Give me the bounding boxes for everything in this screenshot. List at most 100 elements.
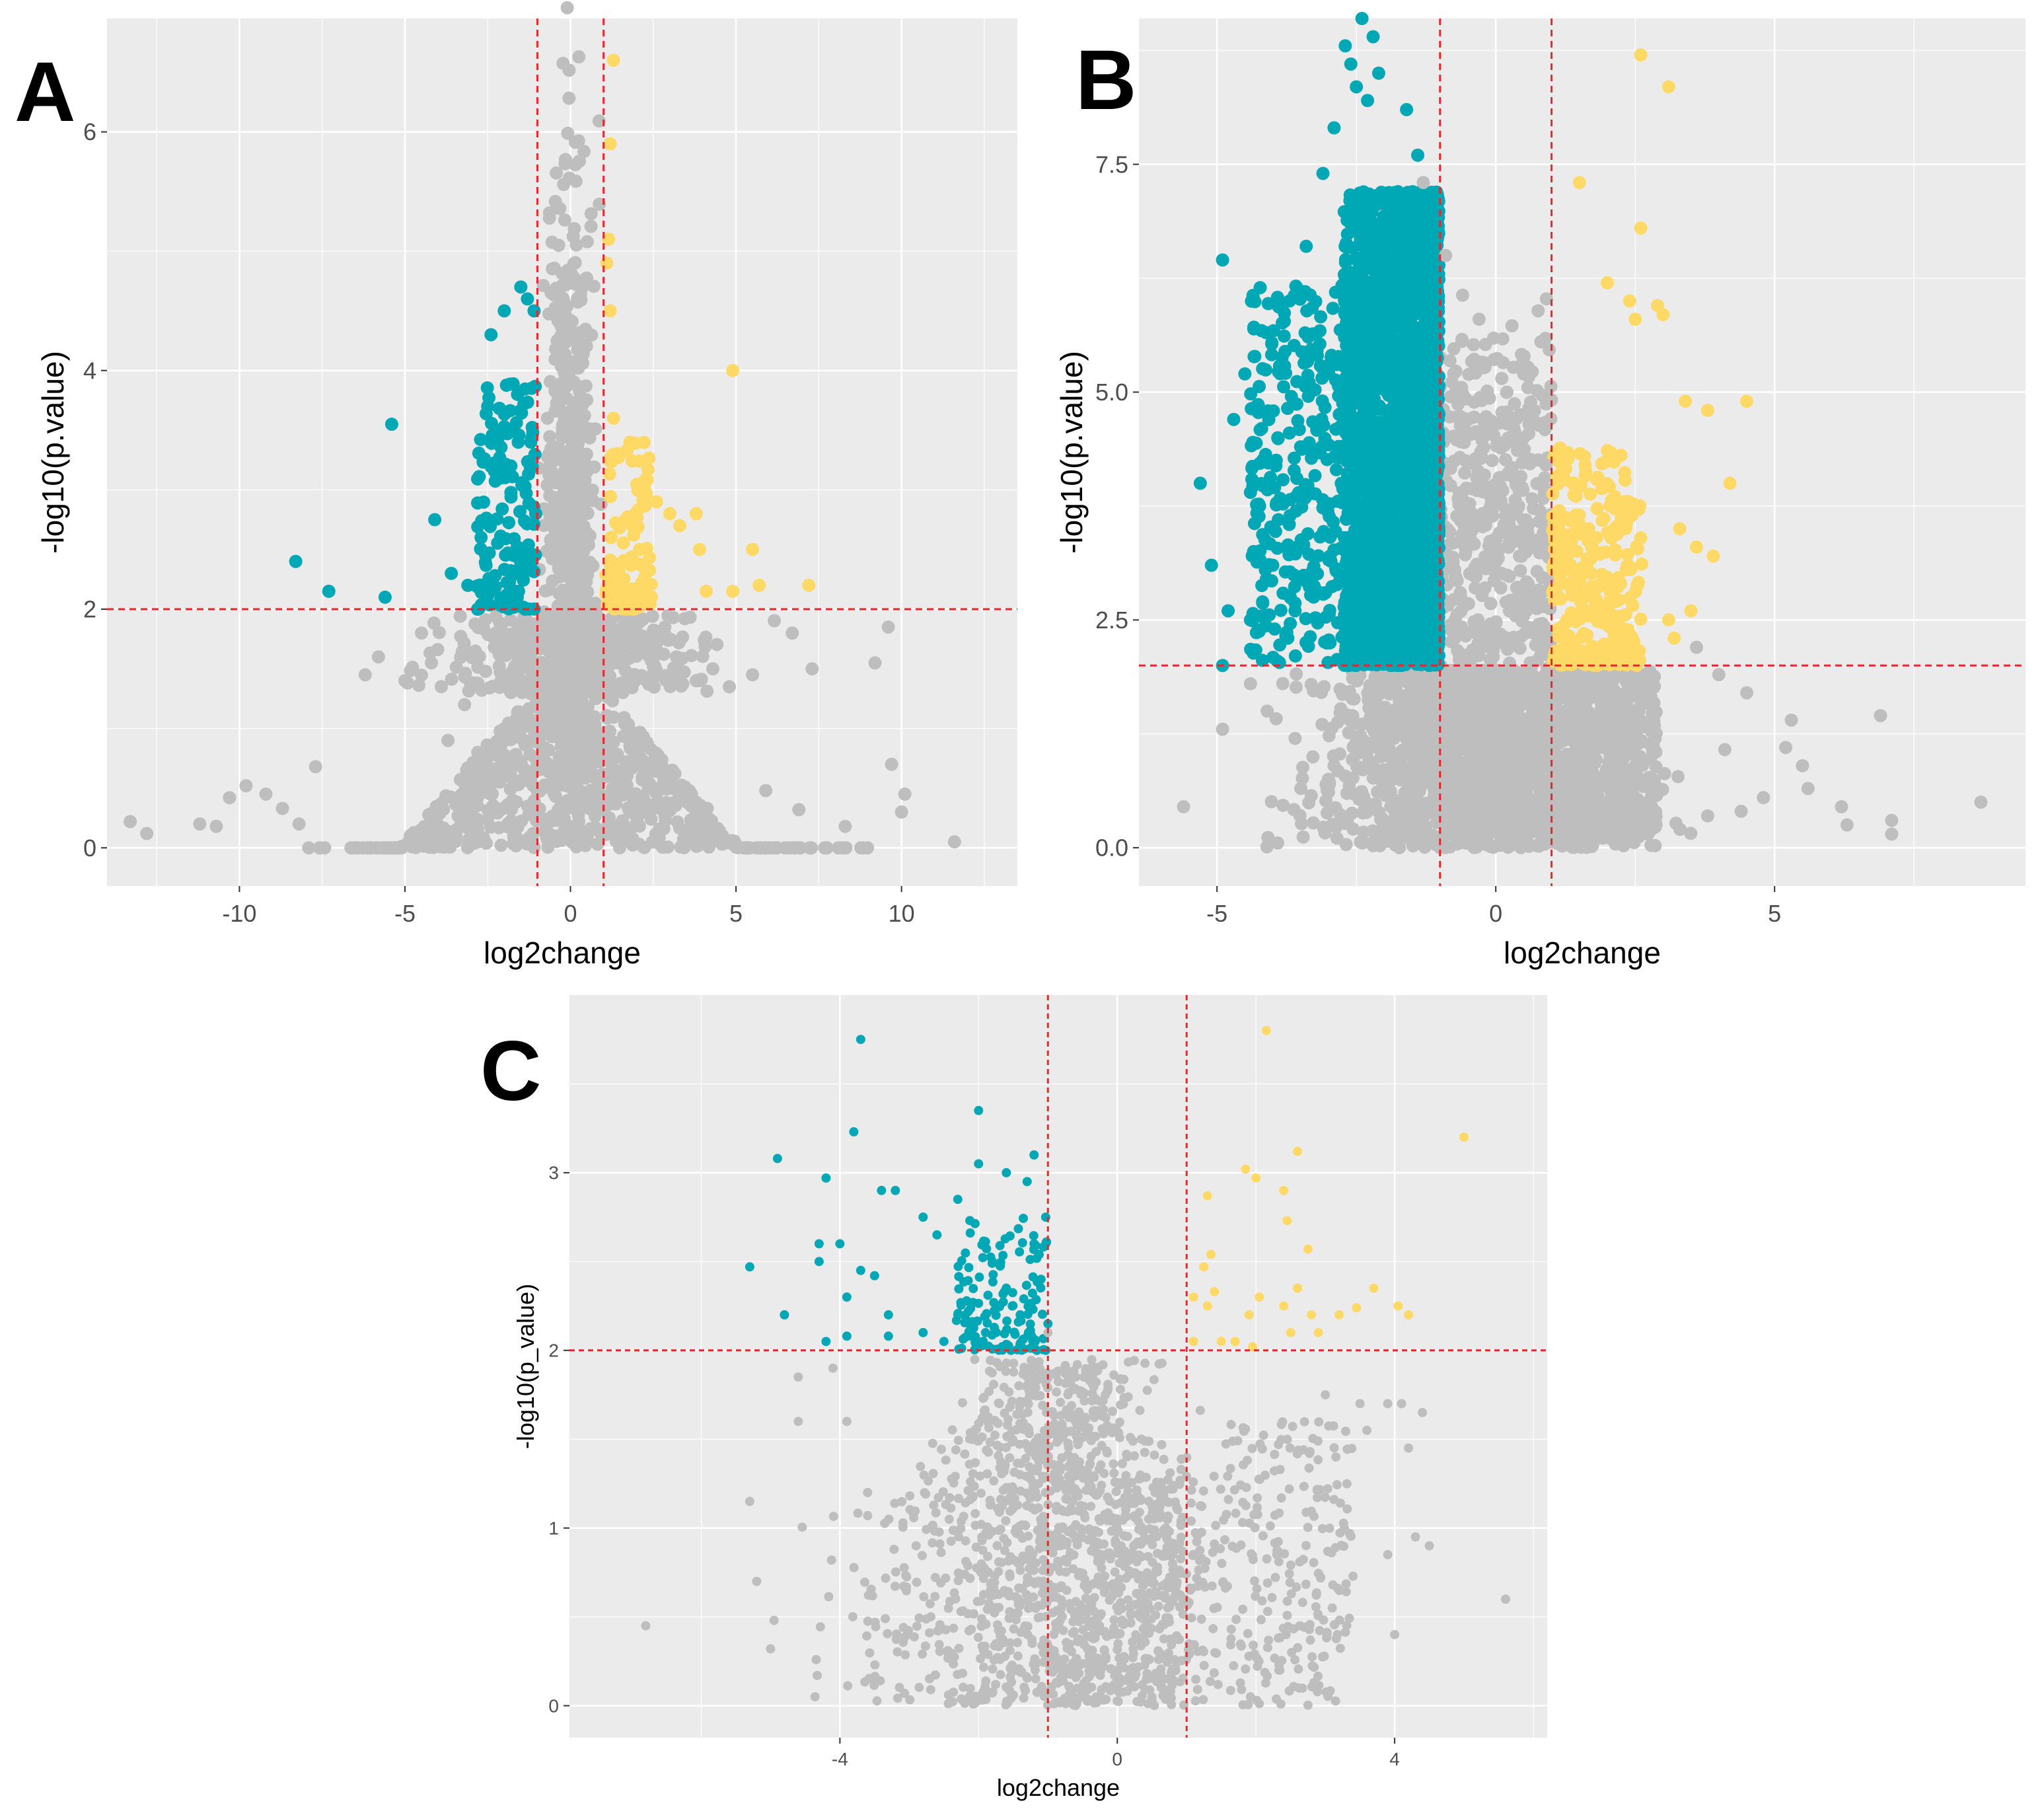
ns-point: [493, 681, 507, 694]
ns-point: [508, 681, 522, 695]
ns-point: [490, 806, 504, 820]
ns-point: [1485, 454, 1499, 468]
ns-point: [1484, 617, 1498, 631]
ns-point: [371, 650, 385, 664]
ns-point: [1502, 536, 1516, 550]
ns-point: [632, 819, 646, 833]
x-tick-label: 10: [889, 900, 915, 927]
up-point: [625, 454, 639, 468]
ns-point: [1317, 680, 1331, 694]
ns-point: [573, 706, 587, 720]
ns-point: [1351, 730, 1365, 744]
ns-point: [1290, 681, 1303, 694]
ns-point: [1479, 562, 1493, 575]
ns-point: [1455, 813, 1469, 827]
panel-label-a: A: [15, 45, 75, 139]
ns-point: [1435, 834, 1449, 848]
ns-point: [805, 662, 819, 676]
ns-point: [693, 798, 707, 812]
ns-point: [390, 841, 404, 855]
ns-point: [653, 782, 667, 796]
ns-point: [1455, 288, 1469, 302]
ns-point: [1603, 745, 1617, 758]
ns-point: [672, 636, 686, 649]
down-point: [322, 584, 336, 598]
ns-point: [630, 741, 643, 755]
down-point: [494, 441, 508, 455]
ns-point: [1408, 691, 1422, 705]
ns-point: [620, 760, 634, 774]
ns-point: [1515, 444, 1529, 458]
ns-point: [501, 632, 515, 646]
ns-point: [517, 635, 530, 649]
ns-point: [677, 665, 691, 679]
ns-point: [1565, 834, 1579, 848]
up-point: [612, 521, 626, 535]
down-point: [529, 507, 542, 521]
ns-point: [558, 812, 571, 826]
ns-point: [573, 823, 587, 836]
ns-point: [1621, 710, 1634, 724]
ns-point: [1480, 665, 1494, 679]
ns-point: [1427, 782, 1441, 796]
ns-point: [1480, 384, 1494, 398]
ns-point: [1539, 709, 1552, 723]
ns-point: [472, 620, 486, 634]
ns-point: [584, 207, 598, 221]
ns-point: [1502, 638, 1515, 651]
ns-point: [573, 418, 587, 432]
up-point: [606, 412, 620, 426]
ns-point: [640, 797, 654, 811]
ns-point: [838, 819, 852, 833]
ns-point: [551, 644, 565, 657]
ns-point: [1529, 672, 1543, 686]
ns-point: [1321, 772, 1335, 786]
ns-point: [643, 670, 657, 684]
ns-point: [1478, 778, 1492, 792]
ns-point: [1648, 773, 1661, 787]
up-point: [692, 542, 706, 556]
ns-point: [1494, 581, 1508, 595]
ns-point: [549, 790, 563, 803]
ns-point: [1548, 686, 1562, 700]
ns-point: [476, 831, 490, 845]
ns-point: [441, 733, 455, 747]
ns-point: [1391, 836, 1405, 850]
ns-point: [1480, 761, 1494, 775]
x-tick-label: -5: [394, 900, 416, 927]
down-point: [504, 486, 518, 500]
ns-point: [1505, 319, 1519, 333]
ns-point: [1512, 823, 1526, 837]
ns-point: [1443, 478, 1457, 492]
up-point: [603, 304, 617, 318]
ns-point: [1644, 752, 1658, 766]
ns-point: [1538, 471, 1552, 485]
ns-point: [1338, 817, 1352, 831]
ns-point: [536, 279, 550, 293]
ns-point: [1351, 747, 1365, 760]
ns-point: [622, 802, 636, 816]
ns-point: [1459, 704, 1473, 718]
ns-point: [715, 833, 729, 847]
up-point: [643, 551, 657, 565]
ns-point: [1467, 537, 1481, 551]
ns-point: [309, 760, 322, 774]
ns-point: [595, 739, 609, 753]
ns-point: [1366, 686, 1379, 700]
ns-point: [681, 796, 695, 810]
panel-label-b: B: [1076, 33, 1136, 128]
ns-point: [684, 649, 698, 663]
ns-point: [654, 801, 668, 815]
ns-point: [571, 604, 585, 618]
ns-point: [697, 829, 711, 842]
down-point: [289, 554, 303, 568]
ns-point: [453, 819, 467, 832]
ns-point: [579, 525, 593, 539]
ns-point: [671, 815, 684, 829]
ns-point: [521, 799, 534, 813]
ns-point: [868, 656, 882, 670]
ns-point: [499, 648, 513, 662]
ns-point: [698, 633, 712, 647]
ns-point: [1357, 825, 1371, 839]
down-point: [510, 540, 524, 554]
